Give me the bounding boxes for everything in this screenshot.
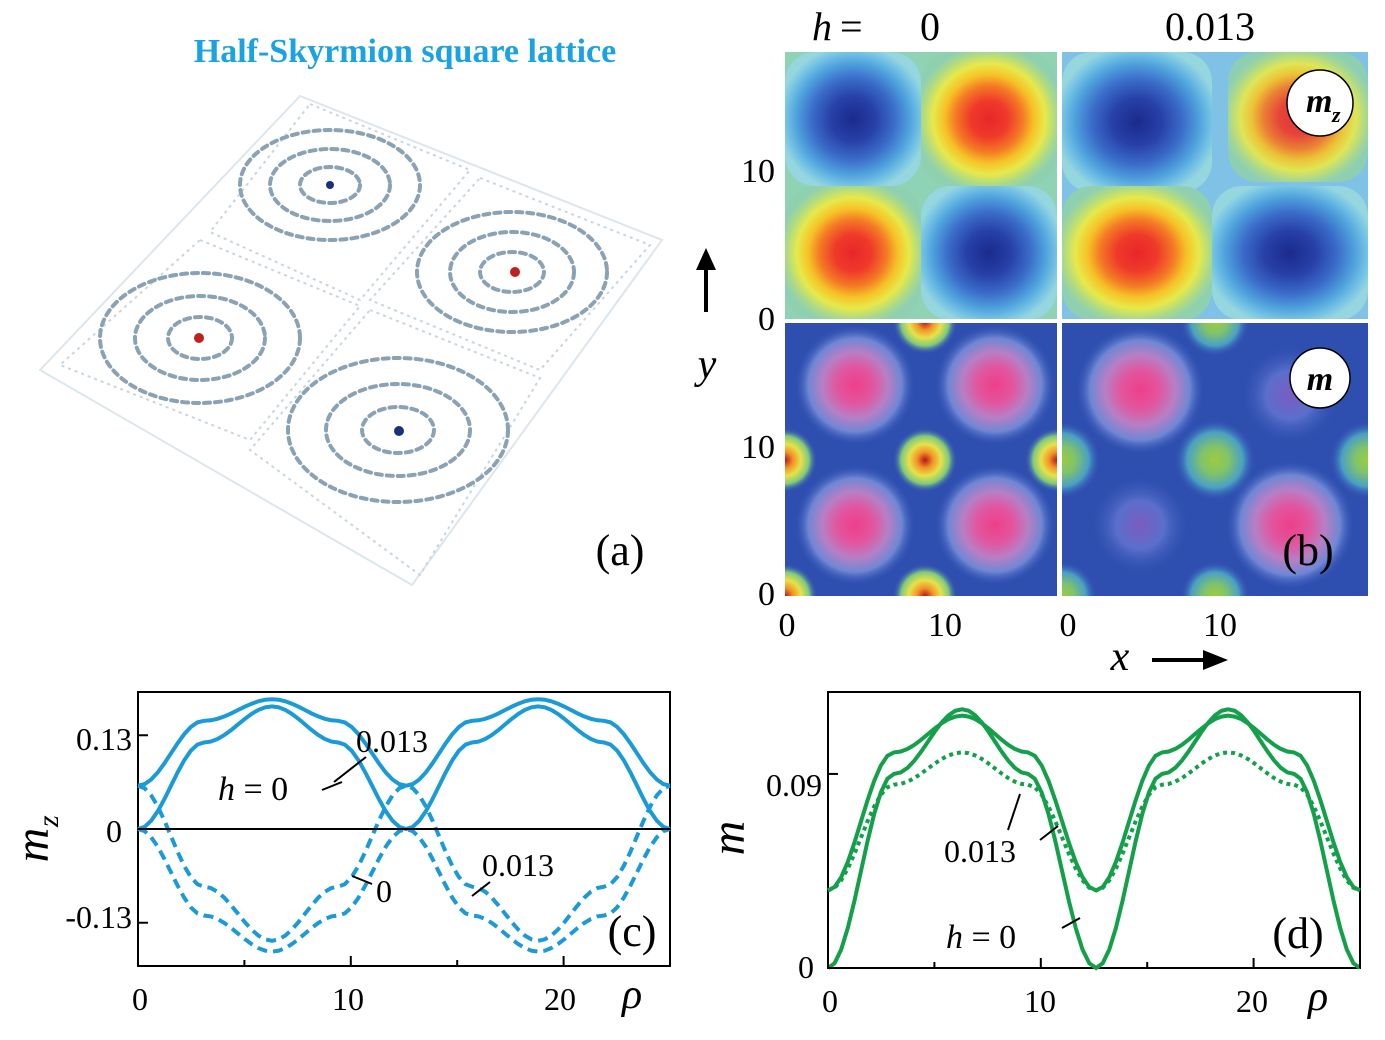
heatmap-mz-h0 xyxy=(785,52,1057,320)
h-right-value: 0.013 xyxy=(1165,4,1255,49)
c-annot-0-lower: 0 xyxy=(376,873,392,909)
d-ytick-1: 0 xyxy=(798,949,814,985)
panel-a-title: Half-Skyrmion square lattice xyxy=(194,33,616,70)
panel-b: h = 0 0.013 xyxy=(694,4,1368,680)
svg-text:0: 0 xyxy=(758,576,775,613)
panel-d-series xyxy=(826,707,1362,971)
x-axis-label-group: x xyxy=(1110,634,1228,680)
panel-c-label: (c) xyxy=(608,907,657,956)
svg-text:z: z xyxy=(1331,102,1341,127)
h-equals: = xyxy=(840,4,863,49)
svg-text:0: 0 xyxy=(779,607,796,644)
d-annot-013: 0.013 xyxy=(944,833,1016,869)
c-xtick-2: 20 xyxy=(544,981,576,1017)
half-skyrmion-lattice xyxy=(38,94,664,587)
svg-text:m: m xyxy=(702,821,755,856)
mz-badge: m z xyxy=(1286,69,1354,137)
series-line-2 xyxy=(827,750,1361,893)
svg-text:10: 10 xyxy=(1203,607,1237,644)
svg-text:10: 10 xyxy=(741,429,775,466)
c-annot-013-lower: 0.013 xyxy=(482,847,554,883)
svg-text:m: m xyxy=(1306,83,1332,120)
svg-text:10: 10 xyxy=(741,153,775,190)
panel-d-y-ticklabels: 0.09 0 xyxy=(766,767,822,985)
svg-text:0: 0 xyxy=(758,301,775,338)
x-axis-label: x xyxy=(1110,634,1130,680)
skyrmion-swirls xyxy=(98,128,609,504)
panel-b-x-ticks: 0 10 0 10 xyxy=(779,607,1238,644)
panel-c-x-ticklabels: 0 10 20 xyxy=(132,981,576,1017)
panel-c-ticks xyxy=(137,734,671,966)
c-xtick-1: 10 xyxy=(332,981,364,1017)
c-annot-013-upper: 0.013 xyxy=(356,723,428,759)
series-line-3 xyxy=(137,783,671,943)
d-ylabel: m xyxy=(702,821,755,856)
panel-d-x-ticklabels: 0 10 20 xyxy=(822,983,1268,1019)
y-axis-label: y xyxy=(694,342,717,388)
svg-text:z: z xyxy=(32,815,65,828)
skyrmion-core-marks xyxy=(194,181,520,436)
series-line-2 xyxy=(137,826,671,954)
d-xtick-1: 10 xyxy=(1024,983,1056,1019)
series-line-1 xyxy=(827,713,1361,893)
d-xlabel: ρ xyxy=(1306,974,1328,1020)
panel-c-y-ticklabels: 0.13 0 -0.13 xyxy=(65,721,132,935)
y-axis-label-group: y xyxy=(694,248,717,388)
d-ytick-0: 0.09 xyxy=(766,767,822,803)
panel-b-label: (b) xyxy=(1282,526,1333,575)
m-badge: m xyxy=(1289,347,1351,409)
c-ytick-0: 0.13 xyxy=(76,721,132,757)
h-left-value: 0 xyxy=(920,4,940,49)
panel-b-y-ticks: 10 0 10 0 xyxy=(741,153,775,613)
panel-d-ticks xyxy=(827,772,1361,969)
h-prefix: h xyxy=(812,4,832,49)
svg-text:m: m xyxy=(6,828,59,863)
heatmap-m-h0 xyxy=(785,322,1057,596)
d-xtick-0: 0 xyxy=(822,983,838,1019)
c-ytick-1: 0 xyxy=(106,813,122,849)
c-annot-h0-upper: h = 0 xyxy=(218,771,288,808)
panel-c: 0.13 0 -0.13 0 10 20 ρ m z (c) 0.013 h =… xyxy=(6,691,671,1018)
series-line-0 xyxy=(826,707,1362,971)
panel-a-label: (a) xyxy=(596,526,645,575)
svg-text:10: 10 xyxy=(928,607,962,644)
c-ytick-2: -0.13 xyxy=(65,899,132,935)
svg-text:0: 0 xyxy=(1060,607,1077,644)
svg-text:m: m xyxy=(1307,361,1333,398)
heatmap-m-h013 xyxy=(1062,322,1368,596)
panel-d: 0.09 0 0 10 20 ρ m (d) 0.013 h = 0 xyxy=(702,691,1362,1020)
series-line-1 xyxy=(137,697,671,788)
panel-c-series xyxy=(137,697,671,954)
panel-a: Half-Skyrmion square lattice xyxy=(38,33,664,587)
c-ylabel: m z xyxy=(6,815,65,862)
d-xtick-2: 20 xyxy=(1236,983,1268,1019)
c-xlabel: ρ xyxy=(620,972,642,1018)
c-xtick-0: 0 xyxy=(132,981,148,1017)
d-annot-h0: h = 0 xyxy=(946,919,1016,956)
panel-d-label: (d) xyxy=(1272,909,1323,958)
